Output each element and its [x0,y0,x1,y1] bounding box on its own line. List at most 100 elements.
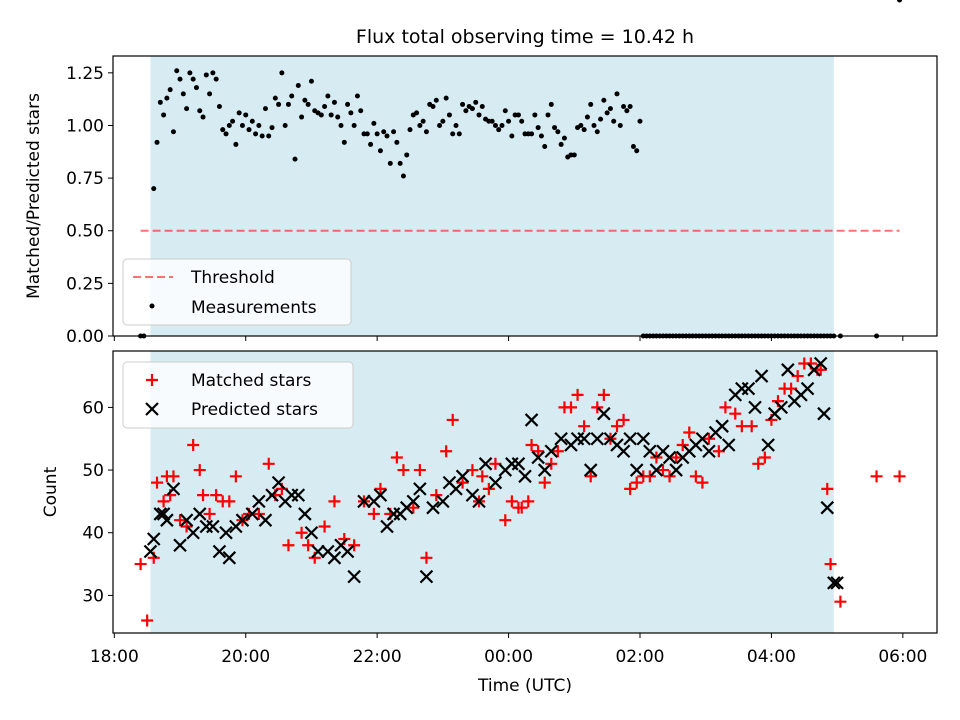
measurement-point [630,144,636,150]
matched-star-point [525,439,538,451]
matched-star-point [203,507,216,520]
matched-star-point [564,401,577,414]
measurement-point [542,144,548,150]
measurement-point [453,122,459,128]
predicted-star-point [623,431,637,446]
measurement-point [561,135,567,141]
matched-star-point [193,464,206,477]
predicted-star-point [643,444,657,459]
measurement-point [437,122,443,128]
matched-star-point [712,445,725,458]
matched-star-point [702,432,715,445]
predicted-star-point [531,450,545,465]
measurement-point [420,118,426,124]
matched-star-point [630,476,643,489]
predicted-star-point [702,444,716,459]
measurement-point [210,70,216,76]
matched-star-point [413,464,426,477]
predicted-star-point [304,525,319,540]
measurement-point [519,118,525,124]
predicted-star-point [347,569,361,584]
measurement-point [489,118,495,124]
matched-star-point [522,495,535,508]
matched-star-point [551,445,564,458]
measurement-point [299,114,305,120]
predicted-star-point [413,482,427,496]
ratio-panel: 0.00 0.25 0.50 0.75 1.00 1.25 Matched/Predict… [24,0,938,347]
matched-star-point [545,457,558,470]
measurement-point [154,139,160,145]
predicted-star-point [827,576,841,590]
ratio-y-tick-label: 0.25 [66,274,104,294]
matched-star-point [348,539,361,552]
predicted-star-point [511,457,526,471]
measurement-point [213,76,219,82]
matched-star-point [834,595,847,608]
measurement-point [167,87,173,93]
predicted-star-point [629,463,644,477]
count-y-axis-label: Count [41,466,61,517]
measurement-point [276,101,282,107]
measurement-point [397,160,403,166]
measurement-point [591,122,597,128]
matched-star-point [814,363,827,376]
measurement-point [351,122,357,128]
legend-matched-label: Matched stars [191,371,311,391]
predicted-star-point [830,576,844,590]
matched-star-point [252,507,265,520]
ratio-y-tick-label: 0.50 [66,222,104,242]
measurement-point [282,122,288,128]
measurement-point [509,133,515,139]
matched-star-point [295,526,308,539]
matched-star-point [302,539,315,552]
predicted-star-point [695,431,710,446]
predicted-star-point [649,463,664,477]
measurement-point [325,93,331,99]
measurement-point [305,101,311,107]
legend-predicted-label: Predicted stars [191,400,318,420]
measurement-point [400,173,406,179]
measurement-point [239,122,245,128]
predicted-star-point [179,513,194,527]
measurement-point [295,82,301,88]
measurement-point [496,127,502,133]
predicted-star-point [406,494,421,509]
predicted-star-point [186,525,200,540]
measurement-point [292,156,298,162]
measurement-point [535,125,541,131]
matched-star-point [745,420,758,433]
measurement-point [430,104,436,110]
matched-star-point [440,445,453,458]
measurement-point [308,78,314,84]
matched-star-point [663,470,676,483]
legend-measurements-swatch [149,303,155,309]
measurement-point [374,131,380,137]
ratio-y-axis-label: Matched/Predicted stars [24,93,44,299]
measurement-point [594,129,600,135]
predicted-star-point [518,469,532,484]
matched-star-point [610,420,623,433]
predicted-star-point [419,569,434,584]
predicted-star-point [748,400,762,415]
predicted-star-point [436,494,450,509]
measurement-point [236,110,242,116]
matched-star-point [466,464,479,477]
matched-star-point [515,501,528,514]
measurement-point [548,101,554,107]
matched-star-point [229,470,242,483]
predicted-star-point [219,525,233,540]
matched-star-point [821,482,834,495]
predicted-star-point [245,507,260,521]
measurement-point [443,95,449,101]
measurement-point [611,118,617,124]
measurement-point [621,104,627,110]
measurement-point [364,131,370,137]
matched-star-point [532,445,545,458]
matched-star-point [643,470,656,483]
predicted-star-point [271,475,286,490]
measurement-point [354,93,360,99]
measurement-point [259,133,265,139]
measurement-point [433,97,439,103]
measurement-point [335,114,341,120]
measurement-point [463,108,469,114]
